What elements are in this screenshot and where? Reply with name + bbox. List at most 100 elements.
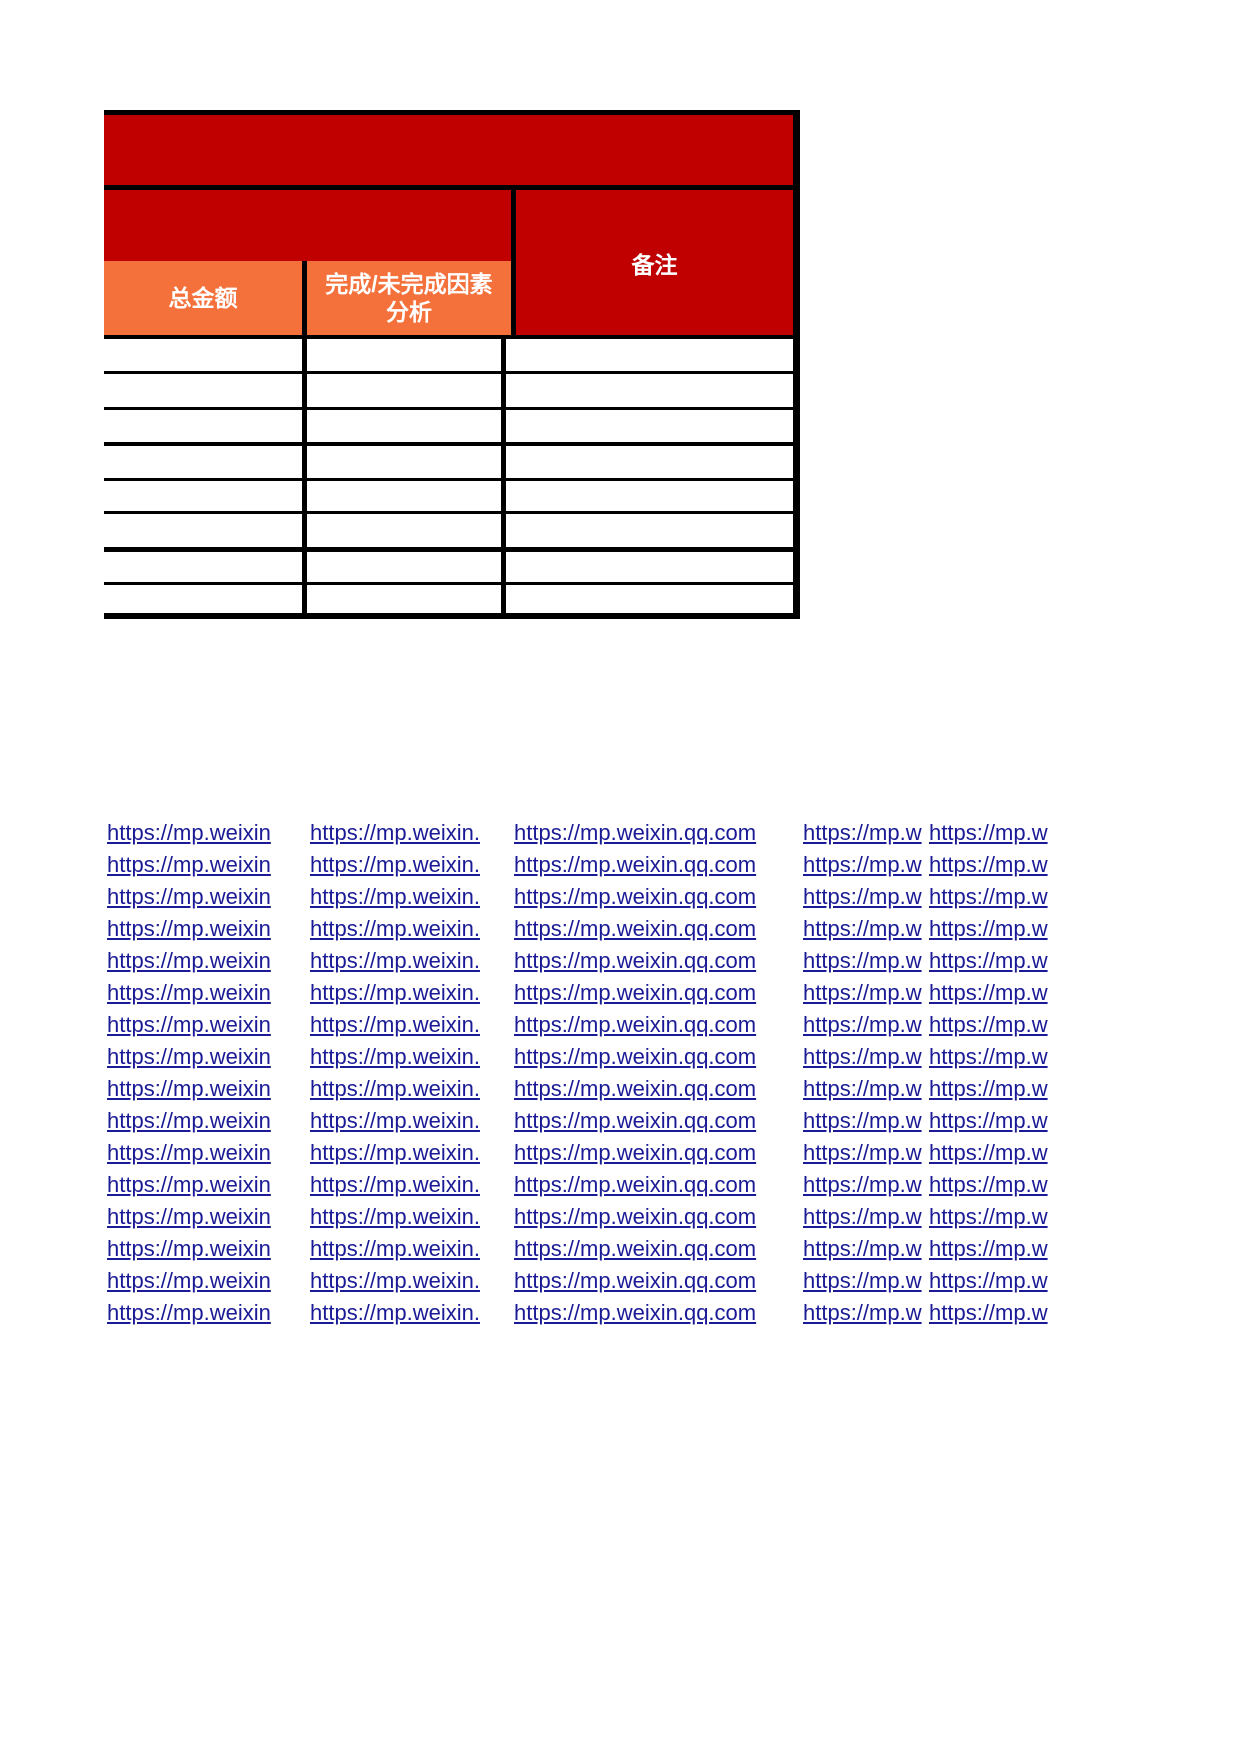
weixin-link[interactable]: https://mp.weixin.qq.com bbox=[514, 1172, 757, 1197]
weixin-link[interactable]: https://mp.weixin.qq.com bbox=[514, 852, 757, 877]
weixin-link[interactable]: https://mp.weixin. bbox=[310, 1172, 480, 1197]
weixin-link[interactable]: https://mp.weixin bbox=[107, 1172, 271, 1197]
weixin-link[interactable]: https://mp.weixin.qq.com bbox=[514, 1268, 757, 1293]
weixin-link[interactable]: https://mp.w bbox=[929, 1204, 1048, 1229]
weixin-link[interactable]: https://mp.w bbox=[803, 820, 922, 845]
weixin-link[interactable]: https://mp.w bbox=[803, 1236, 922, 1261]
weixin-link[interactable]: https://mp.w bbox=[929, 1268, 1048, 1293]
weixin-link[interactable]: https://mp.weixin bbox=[107, 852, 271, 877]
link-cell: https://mp.w bbox=[926, 1202, 1053, 1234]
link-cell: https://mp.weixin. bbox=[307, 1106, 511, 1138]
weixin-link[interactable]: https://mp.weixin. bbox=[310, 1044, 480, 1069]
link-row: https://mp.weixin https://mp.weixin. https… bbox=[104, 1042, 1056, 1074]
weixin-link[interactable]: https://mp.weixin.qq.com bbox=[514, 1236, 757, 1261]
weixin-link[interactable]: https://mp.weixin.qq.com bbox=[514, 1044, 757, 1069]
weixin-link[interactable]: https://mp.weixin. bbox=[310, 820, 480, 845]
weixin-link[interactable]: https://mp.weixin bbox=[107, 1076, 271, 1101]
weixin-link[interactable]: https://mp.w bbox=[929, 1044, 1048, 1069]
weixin-link[interactable]: https://mp.w bbox=[929, 852, 1048, 877]
weixin-link[interactable]: https://mp.w bbox=[803, 916, 922, 941]
weixin-link[interactable]: https://mp.weixin.qq.com bbox=[514, 1300, 757, 1325]
weixin-link[interactable]: https://mp.weixin. bbox=[310, 1268, 480, 1293]
weixin-link[interactable]: https://mp.weixin. bbox=[310, 1108, 480, 1133]
weixin-link[interactable]: https://mp.weixin. bbox=[310, 916, 480, 941]
weixin-link[interactable]: https://mp.w bbox=[803, 852, 922, 877]
weixin-link[interactable]: https://mp.w bbox=[929, 1300, 1048, 1325]
weixin-link[interactable]: https://mp.weixin bbox=[107, 1268, 271, 1293]
weixin-link[interactable]: https://mp.w bbox=[803, 980, 922, 1005]
link-cell: https://mp.w bbox=[926, 946, 1053, 978]
link-cell: https://mp.weixin.qq.com bbox=[511, 1266, 800, 1298]
header-total-amount: 总金额 bbox=[104, 261, 307, 335]
link-cell: https://mp.weixin bbox=[104, 818, 307, 850]
link-cell: https://mp.weixin.qq.com bbox=[511, 946, 800, 978]
weixin-link[interactable]: https://mp.w bbox=[803, 1300, 922, 1325]
weixin-link[interactable]: https://mp.weixin. bbox=[310, 1236, 480, 1261]
weixin-link[interactable]: https://mp.w bbox=[929, 884, 1048, 909]
weixin-link[interactable]: https://mp.weixin bbox=[107, 1236, 271, 1261]
weixin-link[interactable]: https://mp.w bbox=[929, 820, 1048, 845]
weixin-link[interactable]: https://mp.w bbox=[803, 1268, 922, 1293]
weixin-link[interactable]: https://mp.weixin. bbox=[310, 948, 480, 973]
weixin-link[interactable]: https://mp.weixin. bbox=[310, 1076, 480, 1101]
table-title-banner bbox=[104, 115, 793, 190]
link-cell: https://mp.weixin bbox=[104, 1106, 307, 1138]
link-cell: https://mp.weixin.qq.com bbox=[511, 914, 800, 946]
weixin-link[interactable]: https://mp.w bbox=[929, 1012, 1048, 1037]
weixin-link[interactable]: https://mp.weixin.qq.com bbox=[514, 820, 757, 845]
weixin-link[interactable]: https://mp.w bbox=[929, 1172, 1048, 1197]
link-row: https://mp.weixin https://mp.weixin. https… bbox=[104, 914, 1056, 946]
weixin-link[interactable]: https://mp.w bbox=[803, 1140, 922, 1165]
weixin-link[interactable]: https://mp.weixin.qq.com bbox=[514, 1140, 757, 1165]
weixin-link[interactable]: https://mp.weixin. bbox=[310, 1012, 480, 1037]
weixin-link[interactable]: https://mp.weixin. bbox=[310, 1300, 480, 1325]
weixin-link[interactable]: https://mp.w bbox=[803, 1076, 922, 1101]
weixin-link[interactable]: https://mp.w bbox=[929, 1108, 1048, 1133]
weixin-link[interactable]: https://mp.w bbox=[803, 884, 922, 909]
weixin-link[interactable]: https://mp.weixin.qq.com bbox=[514, 980, 757, 1005]
link-cell: https://mp.weixin. bbox=[307, 1234, 511, 1266]
weixin-link[interactable]: https://mp.w bbox=[803, 1172, 922, 1197]
weixin-link[interactable]: https://mp.w bbox=[803, 1204, 922, 1229]
weixin-link[interactable]: https://mp.weixin bbox=[107, 1300, 271, 1325]
weixin-link[interactable]: https://mp.weixin.qq.com bbox=[514, 948, 757, 973]
weixin-link[interactable]: https://mp.weixin bbox=[107, 1044, 271, 1069]
table-header-band: 总金额 完成/未完成因素分析 备注 bbox=[104, 190, 793, 339]
link-cell: https://mp.weixin. bbox=[307, 818, 511, 850]
weixin-link[interactable]: https://mp.w bbox=[803, 1108, 922, 1133]
empty-cell bbox=[506, 446, 793, 478]
weixin-link[interactable]: https://mp.w bbox=[929, 948, 1048, 973]
link-cell: https://mp.weixin bbox=[104, 1170, 307, 1202]
weixin-link[interactable]: https://mp.weixin bbox=[107, 980, 271, 1005]
weixin-link[interactable]: https://mp.weixin.qq.com bbox=[514, 884, 757, 909]
weixin-link[interactable]: https://mp.weixin.qq.com bbox=[514, 1108, 757, 1133]
weixin-link[interactable]: https://mp.weixin bbox=[107, 820, 271, 845]
weixin-link[interactable]: https://mp.w bbox=[929, 980, 1048, 1005]
weixin-link[interactable]: https://mp.weixin.qq.com bbox=[514, 1204, 757, 1229]
weixin-link[interactable]: https://mp.weixin.qq.com bbox=[514, 1076, 757, 1101]
weixin-link[interactable]: https://mp.weixin bbox=[107, 948, 271, 973]
weixin-link[interactable]: https://mp.w bbox=[803, 1012, 922, 1037]
link-cell: https://mp.w bbox=[800, 818, 926, 850]
weixin-link[interactable]: https://mp.weixin bbox=[107, 884, 271, 909]
weixin-link[interactable]: https://mp.weixin. bbox=[310, 884, 480, 909]
weixin-link[interactable]: https://mp.weixin bbox=[107, 916, 271, 941]
weixin-link[interactable]: https://mp.weixin. bbox=[310, 1140, 480, 1165]
weixin-link[interactable]: https://mp.weixin bbox=[107, 1108, 271, 1133]
weixin-link[interactable]: https://mp.weixin.qq.com bbox=[514, 916, 757, 941]
weixin-link[interactable]: https://mp.w bbox=[929, 916, 1048, 941]
weixin-link[interactable]: https://mp.weixin bbox=[107, 1140, 271, 1165]
weixin-link[interactable]: https://mp.weixin. bbox=[310, 1204, 480, 1229]
weixin-link[interactable]: https://mp.w bbox=[929, 1140, 1048, 1165]
weixin-link[interactable]: https://mp.weixin bbox=[107, 1012, 271, 1037]
weixin-link[interactable]: https://mp.weixin. bbox=[310, 852, 480, 877]
weixin-link[interactable]: https://mp.weixin. bbox=[310, 980, 480, 1005]
weixin-link[interactable]: https://mp.w bbox=[929, 1236, 1048, 1261]
weixin-link[interactable]: https://mp.weixin bbox=[107, 1204, 271, 1229]
weixin-link[interactable]: https://mp.w bbox=[803, 1044, 922, 1069]
link-cell: https://mp.weixin.qq.com bbox=[511, 850, 800, 882]
weixin-link[interactable]: https://mp.w bbox=[803, 948, 922, 973]
link-cell: https://mp.w bbox=[800, 1106, 926, 1138]
weixin-link[interactable]: https://mp.weixin.qq.com bbox=[514, 1012, 757, 1037]
weixin-link[interactable]: https://mp.w bbox=[929, 1076, 1048, 1101]
